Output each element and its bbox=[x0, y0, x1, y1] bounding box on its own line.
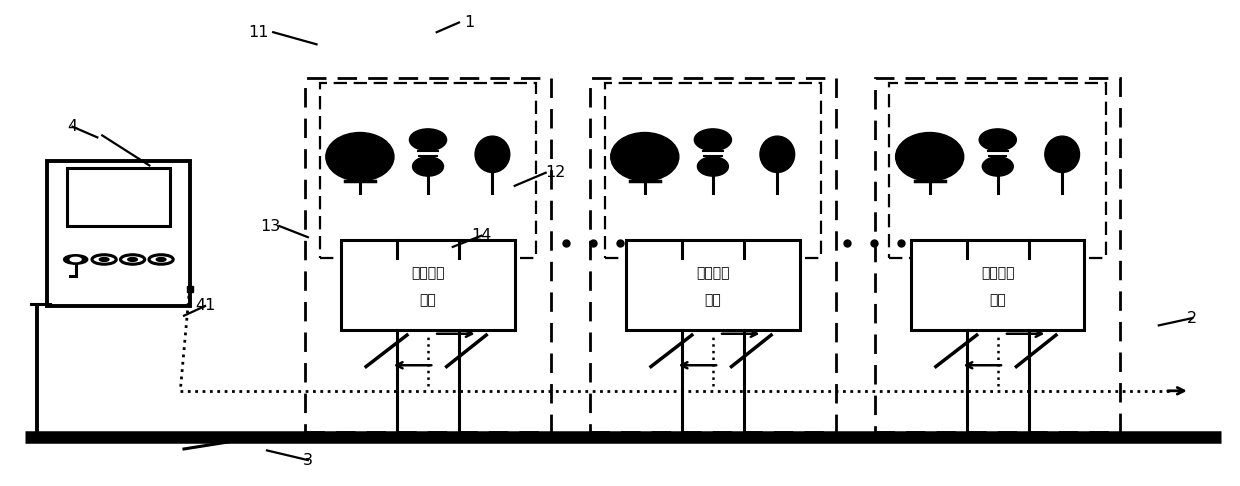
Polygon shape bbox=[911, 241, 1085, 330]
Text: 信号调理: 信号调理 bbox=[412, 266, 445, 280]
Ellipse shape bbox=[895, 133, 963, 181]
Ellipse shape bbox=[1045, 136, 1080, 173]
Ellipse shape bbox=[611, 133, 678, 181]
Ellipse shape bbox=[413, 157, 444, 176]
Polygon shape bbox=[341, 241, 515, 330]
Circle shape bbox=[128, 258, 138, 261]
Polygon shape bbox=[67, 168, 170, 226]
Ellipse shape bbox=[697, 157, 728, 176]
Text: 11: 11 bbox=[248, 25, 269, 40]
Text: 信号调理: 信号调理 bbox=[696, 266, 729, 280]
Text: 电路: 电路 bbox=[990, 294, 1006, 308]
Text: 13: 13 bbox=[260, 219, 280, 234]
Text: 12: 12 bbox=[546, 165, 565, 180]
Ellipse shape bbox=[326, 133, 394, 181]
Circle shape bbox=[71, 258, 81, 261]
Text: 1: 1 bbox=[464, 15, 474, 30]
Text: 41: 41 bbox=[195, 298, 216, 313]
Polygon shape bbox=[626, 241, 800, 330]
Ellipse shape bbox=[982, 157, 1013, 176]
Ellipse shape bbox=[409, 129, 446, 151]
Text: 14: 14 bbox=[471, 228, 491, 243]
Text: 信号调理: 信号调理 bbox=[981, 266, 1014, 280]
Ellipse shape bbox=[980, 129, 1017, 151]
Ellipse shape bbox=[475, 136, 510, 173]
Text: 电路: 电路 bbox=[704, 294, 722, 308]
Circle shape bbox=[156, 258, 166, 261]
Ellipse shape bbox=[694, 129, 732, 151]
Text: 电路: 电路 bbox=[419, 294, 436, 308]
Polygon shape bbox=[47, 160, 190, 306]
Text: 3: 3 bbox=[303, 452, 312, 468]
Circle shape bbox=[63, 255, 88, 264]
Text: 4: 4 bbox=[67, 119, 78, 134]
Text: 2: 2 bbox=[1187, 311, 1198, 326]
Circle shape bbox=[99, 258, 109, 261]
Ellipse shape bbox=[760, 136, 795, 173]
